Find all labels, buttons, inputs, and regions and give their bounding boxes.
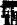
Text: front. Numerical simulation of this experiment with the SHYLAC code yielded
the : front. Numerical simulation of this expe… xyxy=(1,8,17,25)
Text: Figure 1.5.: Figure 1.5. xyxy=(1,7,17,20)
Text: 8    I  Langenhorst et al.: 8 I Langenhorst et al. xyxy=(1,0,17,10)
Text: The high-explosive setups used at the Ernst-Mach-Institut, Fraunhofer-Institut
f: The high-explosive setups used at the Er… xyxy=(1,14,17,25)
Legend: 100 μm, 150 μm, 200 μm, 250 μm, 300 μm, 350 μm, 400 μm, 450 μm, 500 μm: 100 μm, 150 μm, 200 μm, 250 μm, 300 μm, … xyxy=(0,6,11,25)
Text: 1.2.3. High-Explosive Shock Devices: 1.2.3. High-Explosive Shock Devices xyxy=(1,14,17,25)
Text: Axial stress history at various depths (every 50 μm) within a calcite sample sho: Axial stress history at various depths (… xyxy=(3,7,17,25)
